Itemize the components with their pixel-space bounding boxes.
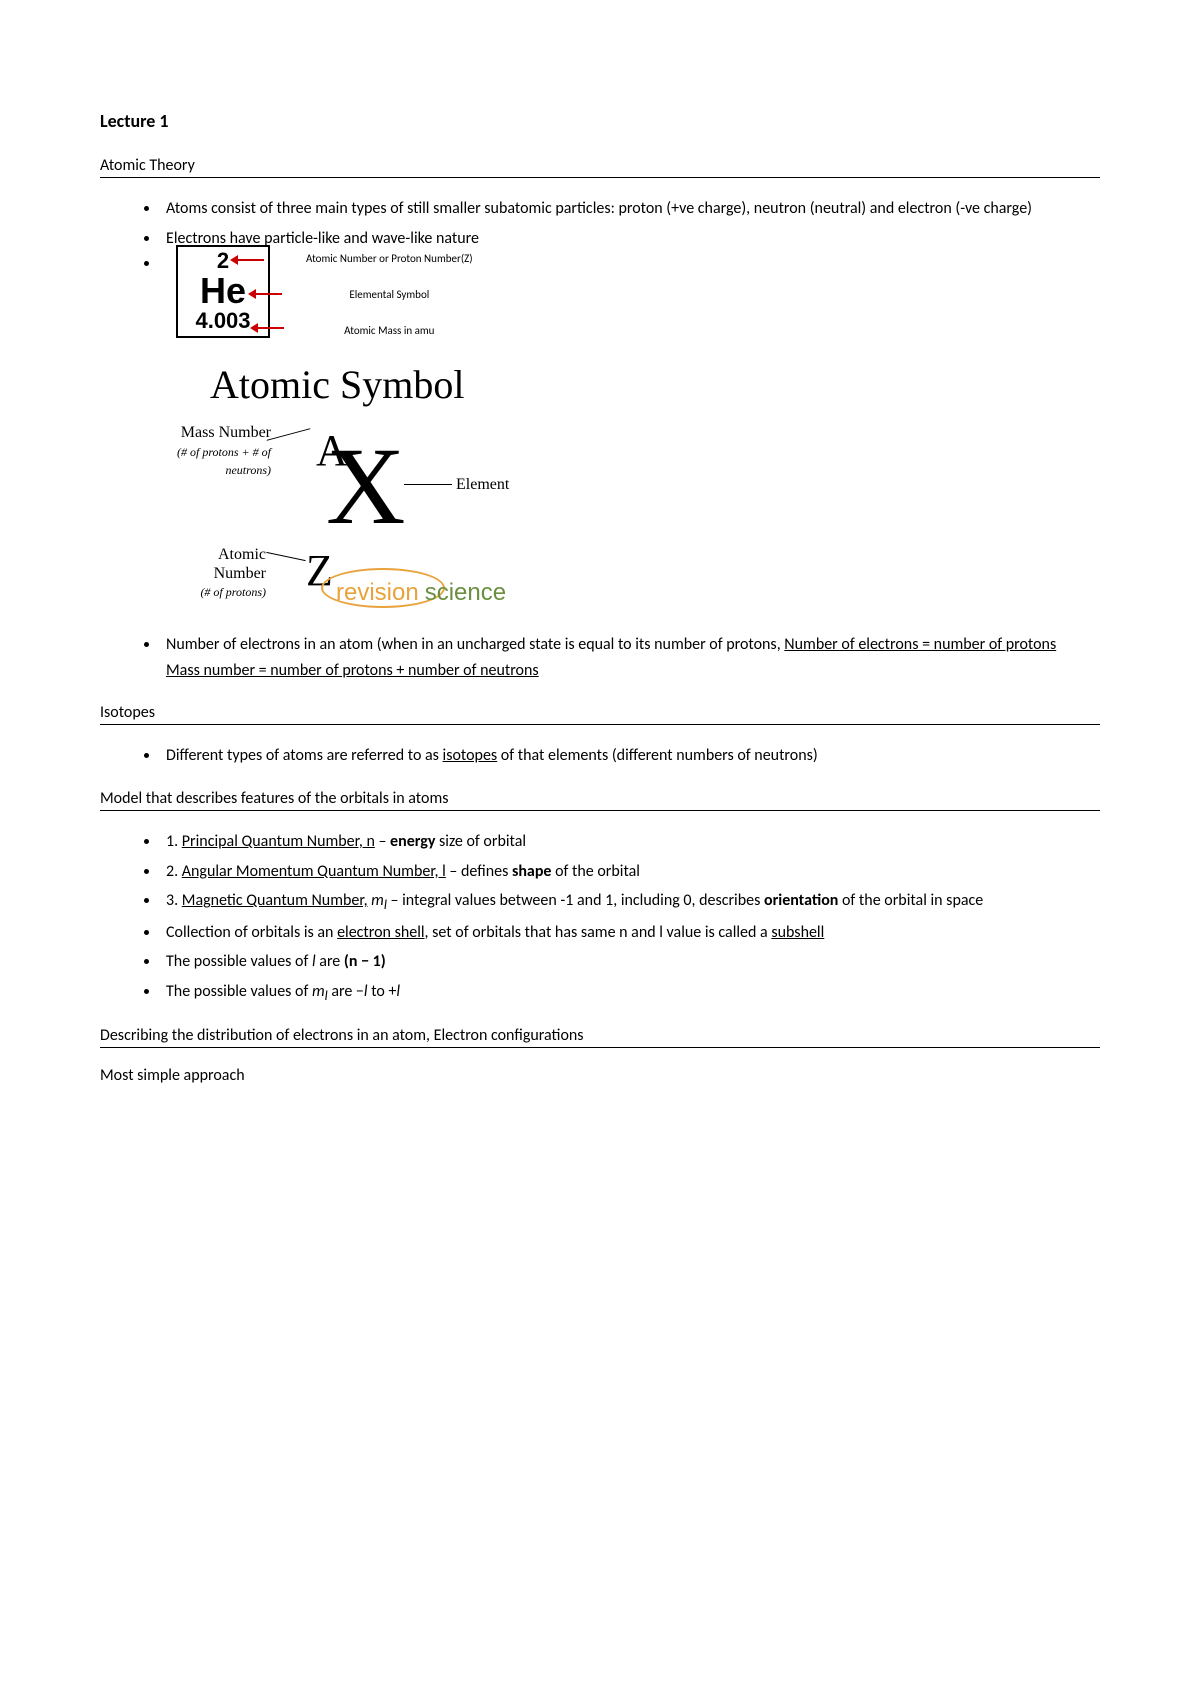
label-sub: (# of protons + # of neutrons) (177, 445, 271, 477)
text-bold: orientation (764, 891, 838, 910)
label-elemental-symbol: Elemental Symbol (306, 281, 473, 307)
text: 1. (166, 832, 182, 851)
list-item: Different types of atoms are referred to… (160, 743, 1100, 769)
atomic-symbol-diagram: X A Z Mass Number (# of protons + # of n… (166, 396, 646, 626)
line-icon (266, 552, 305, 561)
text: The possible values of (166, 952, 312, 971)
list-item: The possible values of l are (n − 1) (160, 949, 1100, 975)
arrow-icon (236, 259, 264, 261)
line-icon (404, 484, 452, 485)
text: 3. (166, 891, 182, 910)
label-mass-number: Mass Number (# of protons + # of neutron… (166, 424, 271, 479)
symbol-a: A (316, 416, 348, 486)
text-underline: Magnetic Quantum Number, (182, 891, 368, 910)
text: – (375, 832, 390, 851)
logo-text-rev: revision (336, 579, 419, 606)
text: to + (368, 982, 397, 1001)
text-bold: energy (390, 832, 435, 851)
text: , set of orbitals that has same n and l … (425, 923, 772, 942)
text-underline: Angular Momentum Quantum Number, l (182, 862, 446, 881)
label-text: Atomic Number (214, 546, 266, 581)
list-item: The possible values of ml are −l to +l (160, 979, 1100, 1007)
section-header-isotopes: Isotopes (100, 703, 1100, 725)
revision-science-logo: revisionscience (336, 574, 506, 612)
bullet-list: Atoms consist of three main types of sti… (100, 196, 1100, 251)
helium-diagram: 2 He 4.003 Atomic Number or Proton Numbe… (176, 245, 1100, 353)
arrow-icon (254, 293, 282, 295)
list-item: 2. Angular Momentum Quantum Number, l – … (160, 859, 1100, 885)
label-atomic-number: Atomic Number (# of protons) (166, 546, 266, 601)
text: – defines (446, 862, 512, 881)
bullet-list: 1. Principal Quantum Number, n – energy … (100, 829, 1100, 1006)
label-sub: (# of protons) (200, 585, 266, 599)
text-bold: (n − 1) (344, 952, 386, 971)
list-item: Atoms consist of three main types of sti… (160, 196, 1100, 222)
lecture-title: Lecture 1 (100, 110, 1100, 132)
paragraph: Number of electrons in an atom (when in … (166, 632, 1100, 683)
bullet-list: Different types of atoms are referred to… (100, 743, 1100, 769)
paragraph: Most simple approach (100, 1066, 1100, 1085)
text-underline: Principal Quantum Number, n (182, 832, 375, 851)
text: 2. (166, 862, 182, 881)
text: are − (328, 982, 364, 1001)
text: are (316, 952, 344, 971)
section-header-electron-config: Describing the distribution of electrons… (100, 1026, 1100, 1048)
text: The possible values of (166, 982, 312, 1001)
label-text: Mass Number (181, 424, 271, 441)
list-item: 1. Principal Quantum Number, n – energy … (160, 829, 1100, 855)
text-bold: shape (512, 862, 552, 881)
text: of the orbital in space (838, 891, 983, 910)
logo-text-sci: science (425, 579, 506, 606)
section-header-model: Model that describes features of the orb… (100, 789, 1100, 811)
label-atomic-number: Atomic Number or Proton Number(Z) (306, 245, 473, 271)
list-item-diagram: 2 He 4.003 Atomic Number or Proton Numbe… (160, 245, 1100, 353)
section-header-atomic-theory: Atomic Theory (100, 156, 1100, 178)
diagram-labels: Atomic Number or Proton Number(Z) Elemen… (306, 245, 473, 353)
element-box: 2 He 4.003 (176, 245, 270, 337)
text: Number of electrons in an atom (when in … (166, 635, 784, 654)
page: Lecture 1 Atomic Theory Atoms consist of… (0, 0, 1200, 1165)
list-item-diagram: X A Z Mass Number (# of protons + # of n… (160, 396, 1100, 683)
line-icon (267, 428, 311, 441)
text: size of orbital (435, 832, 526, 851)
label-element: Element (456, 476, 509, 494)
text: of that elements (different numbers of n… (497, 746, 818, 765)
text-underline: isotopes (443, 746, 498, 765)
list-item: Collection of orbitals is an electron sh… (160, 920, 1100, 946)
text-italic: m (312, 982, 325, 1001)
list-item: 3. Magnetic Quantum Number, ml – integra… (160, 888, 1100, 916)
label-atomic-mass: Atomic Mass in amu (306, 317, 473, 343)
text-underline: Mass number = number of protons + number… (166, 661, 539, 680)
text-underline: Number of electrons = number of protons (784, 635, 1056, 654)
text-italic: m (368, 891, 384, 910)
text-underline: subshell (771, 923, 824, 942)
text-underline: electron shell (337, 923, 424, 942)
text-italic: l (396, 982, 400, 1001)
text: of the orbital (551, 862, 640, 881)
arrow-icon (256, 327, 284, 329)
text: – integral values between -1 and 1, incl… (387, 891, 764, 910)
text: Collection of orbitals is an (166, 923, 337, 942)
text: Different types of atoms are referred to… (166, 746, 443, 765)
